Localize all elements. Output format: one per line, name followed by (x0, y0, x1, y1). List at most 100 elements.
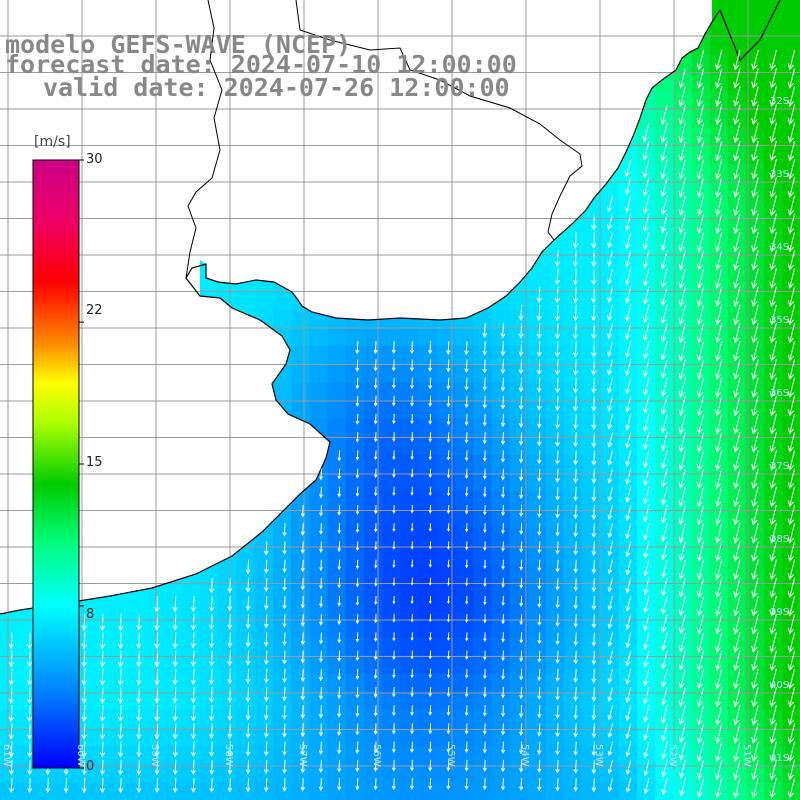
wind-arrow (787, 377, 796, 399)
wind-arrow (410, 504, 414, 514)
wind-arrow (769, 668, 777, 690)
field-cell (709, 200, 729, 219)
wind-arrow (679, 777, 686, 797)
field-cell (382, 691, 401, 711)
wind-arrow (751, 377, 759, 399)
field-cell (491, 673, 511, 693)
wind-arrow (751, 231, 759, 253)
latitude-label: 32S (770, 96, 790, 107)
field-cell (436, 473, 456, 492)
field-cell (400, 527, 420, 547)
field-cell (364, 618, 383, 638)
field-cell (236, 709, 256, 729)
field-cell (691, 273, 711, 292)
field-cell (655, 746, 674, 765)
field-cell (345, 382, 365, 401)
wind-arrow (392, 450, 396, 460)
field-cell (0, 618, 19, 638)
wind-arrow (26, 723, 33, 740)
field-cell (418, 491, 438, 511)
wind-arrow (573, 686, 579, 702)
wind-arrow (607, 614, 614, 629)
wind-arrow (714, 359, 723, 380)
field-cell (491, 764, 511, 784)
field-cell (509, 564, 529, 583)
field-cell (91, 655, 110, 674)
field-cell (709, 218, 729, 238)
latitude-label: 40S (770, 680, 790, 691)
wind-arrow (643, 668, 650, 687)
latitude-label: 37S (770, 461, 790, 472)
wind-arrow (787, 650, 796, 672)
wind-arrow (482, 450, 487, 463)
field-cell (655, 709, 674, 729)
wind-arrow (245, 577, 251, 593)
field-cell (600, 746, 620, 765)
field-cell (582, 673, 602, 693)
field-cell (673, 72, 693, 92)
field-cell (764, 691, 784, 711)
wind-arrow (337, 577, 342, 589)
wind-arrow (733, 122, 741, 144)
wind-arrow (464, 377, 469, 391)
wind-arrow (733, 377, 741, 399)
field-cell (746, 236, 765, 256)
field-cell (273, 764, 292, 784)
wind-arrow (373, 359, 378, 372)
wind-arrow (678, 159, 686, 180)
wind-arrow (282, 523, 287, 537)
wind-arrow (733, 413, 741, 435)
wind-arrow (318, 759, 324, 774)
wind-arrow (787, 614, 796, 635)
wind-arrow (337, 614, 342, 626)
wind-arrow (501, 523, 505, 534)
field-cell (600, 655, 620, 674)
wind-arrow (172, 632, 178, 649)
wind-arrow (483, 523, 487, 534)
field-cell (309, 546, 329, 565)
wind-arrow (714, 68, 723, 89)
wind-arrow (190, 723, 197, 740)
field-cell (382, 673, 401, 693)
wind-arrow (8, 668, 15, 686)
field-cell (728, 582, 747, 602)
wind-arrow (733, 650, 741, 672)
field-cell (382, 637, 401, 656)
field-cell (582, 254, 602, 274)
field-cell (509, 673, 529, 693)
field-cell (200, 673, 219, 693)
wind-arrow (643, 504, 650, 523)
wind-arrow (607, 559, 614, 575)
field-cell (18, 728, 37, 747)
field-cell (382, 436, 401, 456)
field-cell (655, 673, 674, 693)
field-cell (655, 637, 674, 656)
wind-arrow (642, 413, 650, 432)
field-cell (509, 618, 529, 638)
field-cell (309, 600, 329, 620)
field-cell (400, 582, 420, 602)
field-cell (91, 600, 110, 620)
wind-arrow (355, 395, 360, 408)
field-cell (709, 673, 729, 693)
field-cell (546, 364, 565, 383)
field-cell (127, 746, 147, 765)
field-cell (746, 509, 765, 529)
field-cell (382, 600, 401, 620)
field-cell (345, 709, 365, 729)
wind-arrow (591, 559, 597, 575)
wind-arrow (643, 759, 650, 777)
wind-arrow (787, 341, 796, 362)
field-cell (163, 673, 183, 693)
wind-arrow (696, 322, 705, 344)
field-cell (764, 91, 784, 110)
field-cell (655, 527, 674, 547)
wind-arrow (464, 395, 469, 409)
wind-arrow (373, 668, 378, 680)
field-cell (364, 436, 383, 456)
wind-arrow (714, 140, 723, 162)
field-cell (673, 254, 693, 274)
wind-arrow (769, 595, 777, 617)
wind-arrow (554, 359, 561, 376)
field-cell (145, 709, 165, 729)
